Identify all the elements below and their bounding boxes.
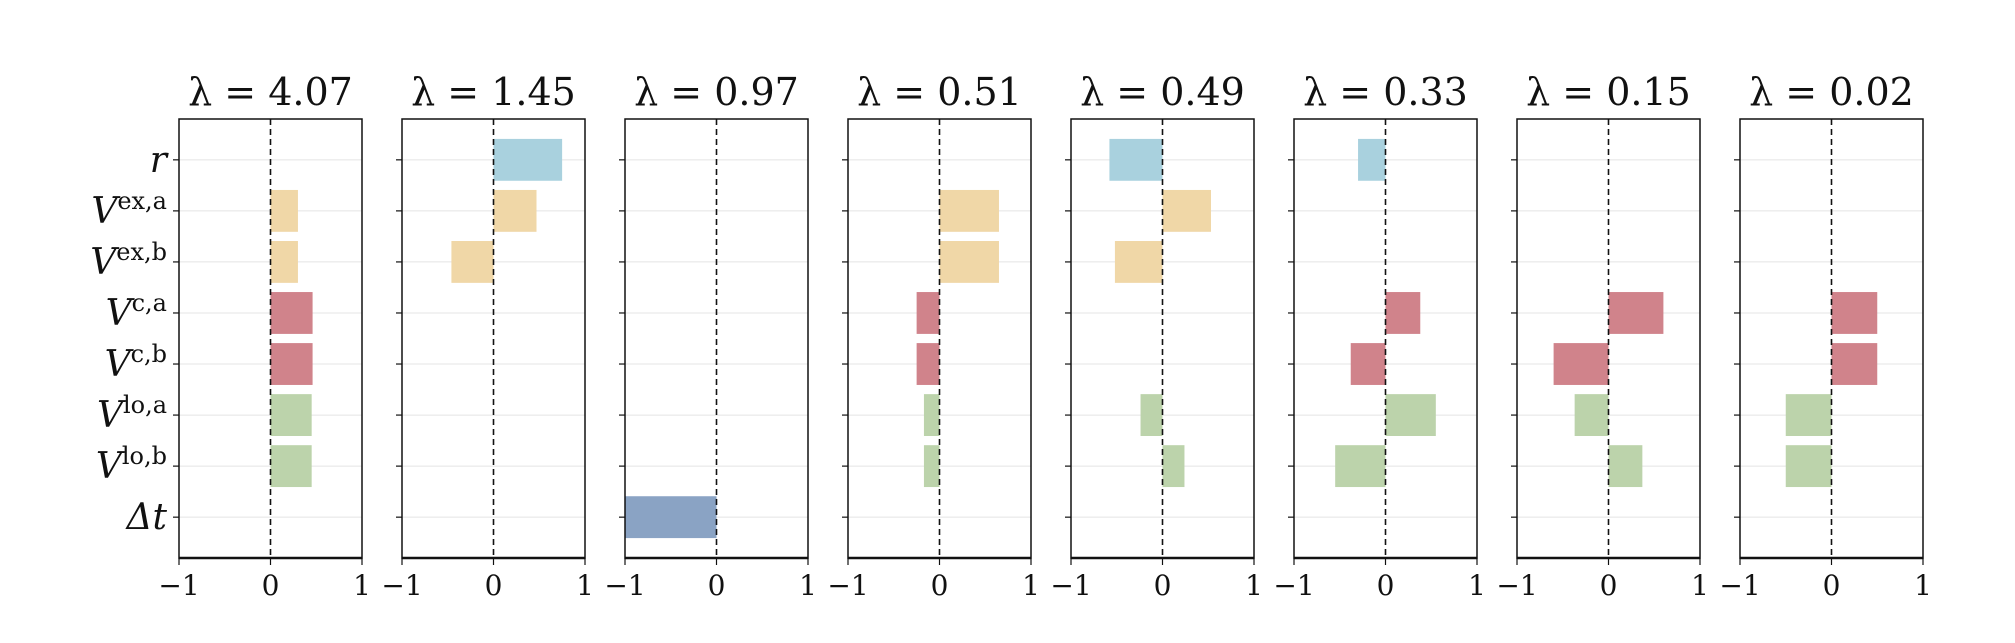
bar [1553, 343, 1609, 385]
bar [1385, 292, 1421, 334]
x-tick-label: −1 [158, 569, 199, 602]
panel-title: λ = 0.15 [1526, 70, 1691, 114]
bar [1785, 445, 1832, 488]
bar [939, 189, 999, 232]
bar [1335, 445, 1386, 488]
panel-8: −1 0 1 λ = 0.02 [1719, 70, 1932, 602]
panel-5: −1 0 1 λ = 0.49 [1050, 70, 1263, 602]
x-tick-label: −1 [1273, 569, 1314, 602]
y-tick-label: Vlo,a [97, 391, 167, 436]
bar [1109, 138, 1163, 181]
bar [270, 343, 313, 385]
x-tick-label: 1 [576, 569, 594, 602]
x-tick-label: 1 [1914, 569, 1932, 602]
y-tick-label: Vc,a [106, 289, 167, 334]
bar [1162, 445, 1185, 488]
y-tick-label: Δt [125, 497, 168, 538]
x-tick-label: −1 [1496, 569, 1537, 602]
panel-6: −1 0 1 λ = 0.33 [1273, 70, 1486, 602]
bar [1608, 292, 1664, 334]
x-tick-label: 0 [262, 569, 280, 602]
bar [270, 189, 298, 232]
bar [493, 189, 537, 232]
bar [923, 394, 940, 436]
panel-title: λ = 0.02 [1749, 70, 1914, 114]
x-tick-label: 0 [708, 569, 726, 602]
bar [625, 496, 717, 539]
x-tick-label: 1 [799, 569, 817, 602]
bar [493, 138, 563, 181]
x-tick-label: 0 [485, 569, 503, 602]
x-tick-label: 1 [1691, 569, 1709, 602]
panel-title: λ = 1.45 [411, 70, 576, 114]
bar [1831, 343, 1878, 385]
panel-title: λ = 0.49 [1080, 70, 1245, 114]
bar [1385, 394, 1436, 436]
x-tick-label: 0 [1823, 569, 1841, 602]
x-tick-label: 1 [1245, 569, 1263, 602]
x-tick-label: −1 [604, 569, 645, 602]
bar [1608, 445, 1643, 488]
panel-1: −1 0 1 λ = 4.07 r Vex,a Vex,b Vc,a Vc,b Vlo,a Vlo,… [90, 70, 371, 602]
bar [1785, 394, 1832, 436]
panel-title: λ = 4.07 [188, 70, 353, 114]
panel-title: λ = 0.33 [1303, 70, 1468, 114]
panel-2: −1 0 1 λ = 1.45 [381, 70, 594, 602]
panel-title: λ = 0.51 [857, 70, 1022, 114]
y-tick-label: Vlo,b [96, 442, 167, 487]
x-tick-label: 1 [1468, 569, 1486, 602]
bar [270, 394, 312, 436]
x-tick-label: −1 [381, 569, 422, 602]
x-tick-label: 0 [931, 569, 949, 602]
x-tick-label: 1 [353, 569, 371, 602]
bar [1358, 138, 1386, 181]
x-tick-label: 0 [1377, 569, 1395, 602]
bar [916, 292, 940, 334]
bar [451, 241, 494, 283]
panel-7: −1 0 1 λ = 0.15 [1496, 70, 1709, 602]
bar [1114, 241, 1163, 283]
y-tick-label: Vc,b [105, 340, 167, 385]
bar [939, 241, 999, 283]
bar [1574, 394, 1609, 436]
y-tick-label: r [150, 140, 169, 181]
x-tick-label: −1 [827, 569, 868, 602]
bar [916, 343, 940, 385]
bar [270, 241, 298, 283]
x-tick-label: 0 [1600, 569, 1618, 602]
y-tick-label: Vex,a [91, 187, 167, 232]
bar [1831, 292, 1878, 334]
x-tick-label: −1 [1050, 569, 1091, 602]
panel-4: −1 0 1 λ = 0.51 [827, 70, 1040, 602]
bar [923, 445, 940, 488]
panel-title: λ = 0.97 [634, 70, 799, 114]
bar [270, 292, 313, 334]
x-tick-label: 0 [1154, 569, 1172, 602]
x-tick-label: 1 [1022, 569, 1040, 602]
panel-3: −1 0 1 λ = 0.97 [604, 70, 817, 602]
bar [1162, 189, 1211, 232]
y-tick-label: Vex,b [90, 238, 167, 283]
bar [270, 445, 312, 488]
bar [1140, 394, 1163, 436]
x-tick-label: −1 [1719, 569, 1760, 602]
bar [1350, 343, 1386, 385]
